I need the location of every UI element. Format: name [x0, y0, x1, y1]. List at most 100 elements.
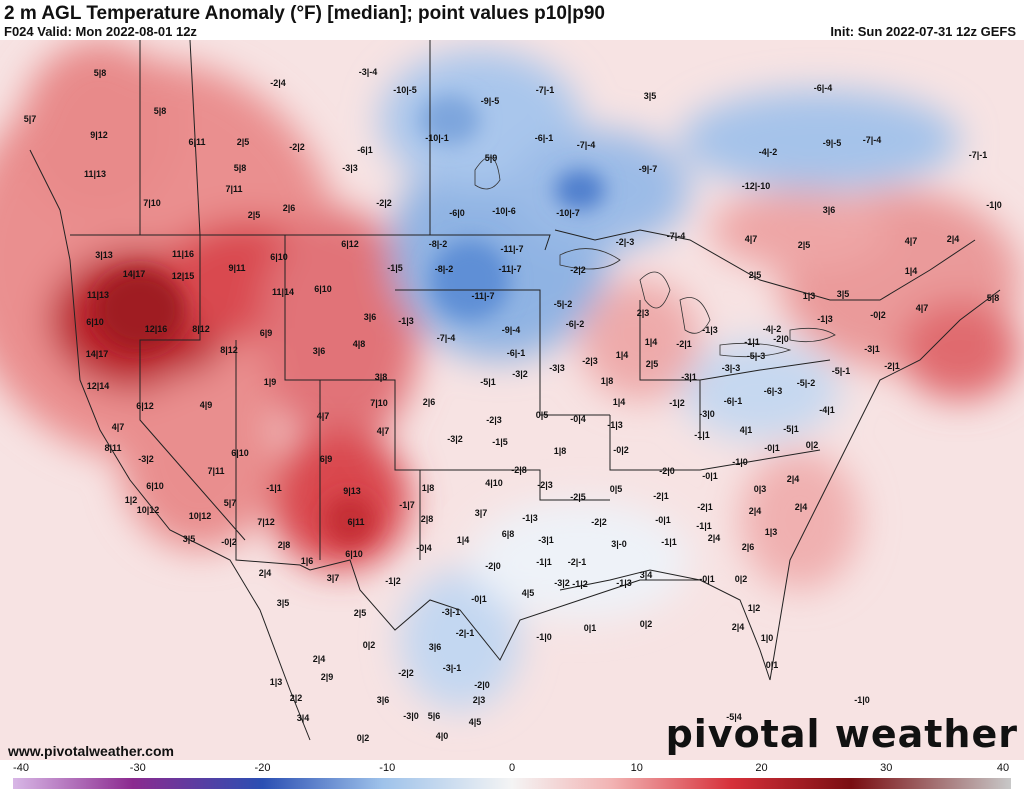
point-value: 2|4 — [259, 568, 272, 578]
point-value: -2|-1 — [568, 557, 587, 567]
point-value: -10|-6 — [492, 206, 516, 216]
point-value: 8|12 — [220, 345, 238, 355]
point-value: 6|9 — [260, 328, 273, 338]
point-value: 2|8 — [421, 514, 434, 524]
point-value: -2|1 — [676, 339, 692, 349]
point-value: 2|4 — [947, 234, 960, 244]
point-value: -5|1 — [783, 424, 799, 434]
point-value: 2|5 — [248, 210, 261, 220]
point-value: 1|9 — [264, 377, 277, 387]
point-value: 1|8 — [422, 483, 435, 493]
point-value: -2|8 — [511, 465, 527, 475]
point-value: 6|11 — [347, 517, 364, 527]
point-value: 5|8 — [987, 293, 1000, 303]
point-value: 6|10 — [146, 481, 164, 491]
point-value: 7|11 — [225, 184, 242, 194]
point-value: -2|1 — [884, 361, 900, 371]
point-value: 2|5 — [798, 240, 811, 250]
point-value: 4|8 — [353, 339, 366, 349]
point-value: 3|4 — [640, 570, 653, 580]
point-value: -2|0 — [485, 561, 501, 571]
point-value: 2|4 — [795, 502, 808, 512]
colorbar-tick-label: 0 — [508, 762, 516, 774]
point-value: -3|-4 — [359, 67, 378, 77]
point-value: 12|14 — [87, 381, 110, 391]
init-time: Init: Sun 2022-07-31 12z GEFS — [830, 24, 1016, 39]
colorbar-tick-label: -10 — [379, 762, 396, 774]
colorbar-tick-label: -20 — [254, 762, 271, 774]
point-value: 6|12 — [136, 401, 154, 411]
map-svg: 5|8 5|7 9|12 5|8 6|11 2|5 5|8 11|13 7|11 7|10 2|5 2… — [0, 40, 1024, 760]
point-value: 3|5 — [277, 598, 290, 608]
point-value: 5|6 — [428, 711, 441, 721]
point-value: 6|11 — [188, 137, 205, 147]
point-value: 9|13 — [343, 486, 361, 496]
point-value: -0|1 — [471, 594, 487, 604]
point-value: 2|4 — [313, 654, 326, 664]
point-value: -2|3 — [582, 356, 598, 366]
point-value: 4|10 — [485, 478, 503, 488]
point-value: -7|-1 — [969, 150, 988, 160]
point-value: -1|5 — [387, 263, 403, 273]
point-value: -3|-3 — [722, 363, 741, 373]
point-value: 0|3 — [754, 484, 767, 494]
point-value: 2|9 — [321, 672, 334, 682]
point-value: -6|-4 — [814, 83, 833, 93]
point-value: 2|4 — [749, 506, 762, 516]
point-value: 3|13 — [95, 250, 113, 260]
point-value: 1|3 — [270, 677, 283, 687]
point-value: 2|5 — [749, 270, 762, 280]
point-value: 3|4 — [297, 713, 310, 723]
point-value: -3|-1 — [443, 663, 462, 673]
point-value: 0|2 — [735, 574, 748, 584]
point-value: -8|-2 — [435, 264, 454, 274]
point-value: 11|13 — [84, 169, 106, 179]
point-value: -11|-7 — [500, 244, 523, 254]
point-value: 5|8 — [94, 68, 107, 78]
colorbar-tick-label: -30 — [129, 762, 146, 774]
point-value: 4|9 — [200, 400, 213, 410]
point-value: 2|5 — [646, 359, 659, 369]
point-value: -2|-1 — [456, 628, 475, 638]
point-value: 2|2 — [290, 693, 303, 703]
brand-logo: pivotal weather — [665, 712, 1018, 756]
point-value: -10|-1 — [425, 133, 449, 143]
point-value: -9|-7 — [639, 164, 658, 174]
point-value: -3|3 — [342, 163, 358, 173]
colorbar-svg — [13, 778, 1011, 789]
point-value: 1|2 — [125, 495, 138, 505]
map-area[interactable]: 5|8 5|7 9|12 5|8 6|11 2|5 5|8 11|13 7|11 7|10 2|5 2… — [0, 40, 1024, 760]
point-value: -2|5 — [570, 492, 586, 502]
point-value: -7|-4 — [863, 135, 882, 145]
point-value: -0|1 — [699, 574, 715, 584]
point-value: 12|16 — [145, 324, 168, 334]
point-value: 4|1 — [740, 425, 753, 435]
point-value: 1|3 — [803, 291, 816, 301]
point-value: -6|-3 — [764, 386, 783, 396]
point-value: -7|-4 — [577, 140, 596, 150]
point-value: -5|-2 — [797, 378, 816, 388]
point-value: -2|0 — [773, 334, 789, 344]
boundaries — [29, 40, 1001, 741]
point-value: 5|9 — [485, 153, 498, 163]
website-credit: www.pivotalweather.com — [8, 743, 174, 759]
point-value: 6|10 — [345, 549, 363, 559]
point-value: -3|3 — [549, 363, 565, 373]
point-value: -1|1 — [661, 537, 677, 547]
point-value: -3|2 — [138, 454, 154, 464]
point-value: 1|2 — [748, 603, 761, 613]
point-value: 2|6 — [283, 203, 296, 213]
point-value: -1|0 — [986, 200, 1002, 210]
point-value: -3|2 — [554, 578, 570, 588]
point-value: 7|11 — [207, 466, 224, 476]
point-value: 0|2 — [357, 733, 370, 743]
colorbar-tick-label: 30 — [880, 762, 893, 774]
point-value: 0|5 — [610, 484, 623, 494]
point-value: 4|7 — [745, 234, 758, 244]
point-value: -2|-3 — [616, 237, 635, 247]
point-value: -2|3 — [537, 480, 553, 490]
point-value: 2|4 — [732, 622, 745, 632]
point-value: 3|6 — [429, 642, 442, 652]
point-value: 2|6 — [742, 542, 755, 552]
point-value: -1|1 — [536, 557, 552, 567]
